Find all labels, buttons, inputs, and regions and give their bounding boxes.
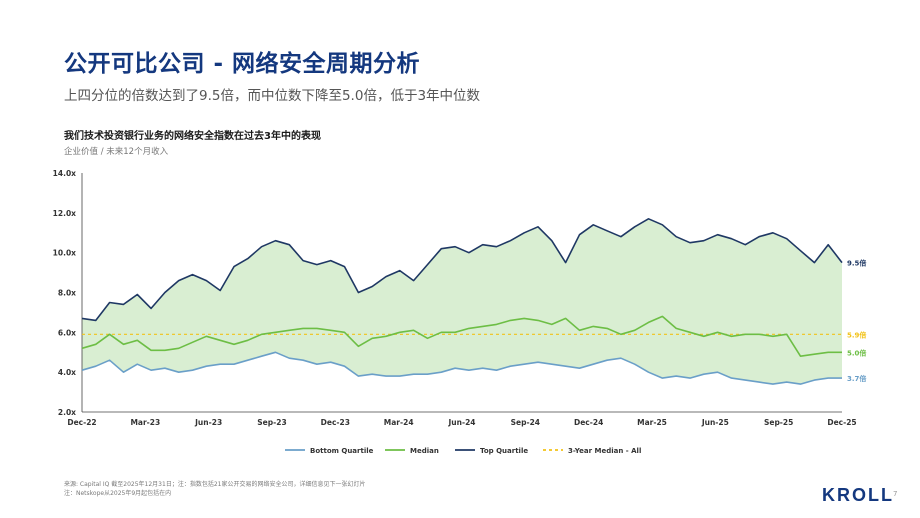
top-quartile-end-label: 9.5倍 xyxy=(847,259,866,268)
page-title: 公开可比公司 - 网络安全周期分析 xyxy=(64,51,421,77)
y-tick-label: 6.0x xyxy=(58,328,76,337)
y-tick-label: 14.0x xyxy=(53,169,77,178)
y-tick-label: 4.0x xyxy=(58,368,76,377)
footnote-source: 来源: Capital IQ 截至2025年12月31日；注：指数包括21家公开… xyxy=(64,481,366,488)
x-tick-label: Sep-23 xyxy=(257,418,286,427)
chart-title: 我们技术投资银行业务的网络安全指数在过去3年中的表现 xyxy=(64,131,321,142)
kroll-logo: KROLL xyxy=(822,485,894,505)
page-subtitle: 上四分位的倍数达到了9.5倍，而中位数下降至5.0倍，低于3年中位数 xyxy=(64,88,481,104)
x-tick-label: Sep-25 xyxy=(764,418,793,427)
legend-bottom-quartile-label: Bottom Quartile xyxy=(310,447,374,455)
x-tick-label: Jun-23 xyxy=(194,418,222,427)
y-tick-label: 10.0x xyxy=(53,249,77,258)
legend-top-quartile-label: Top Quartile xyxy=(480,447,528,455)
footnote-netskope: 注：Netskope从2025年9月起包括在内 xyxy=(64,490,172,497)
page-number: 7 xyxy=(893,490,898,498)
median-end-label: 5.0倍 xyxy=(847,348,866,357)
x-tick-label: Dec-23 xyxy=(321,418,350,427)
legend-median-label: Median xyxy=(410,447,439,455)
x-tick-label: Dec-24 xyxy=(574,418,603,427)
x-tick-label: Dec-25 xyxy=(827,418,856,427)
x-tick-label: Mar-24 xyxy=(384,418,414,427)
x-tick-label: Mar-25 xyxy=(637,418,667,427)
top-quartile-line xyxy=(81,218,843,322)
median-line xyxy=(81,315,842,358)
x-tick-label: Mar-23 xyxy=(130,418,160,427)
x-tick-label: Sep-24 xyxy=(511,418,540,427)
x-tick-label: Dec-22 xyxy=(67,418,96,427)
x-tick-label: Jun-24 xyxy=(447,418,475,427)
quartile-band xyxy=(82,218,842,385)
y-tick-label: 12.0x xyxy=(53,209,77,218)
x-tick-label: Jun-25 xyxy=(701,418,729,427)
bottom-quartile-end-label: 3.7倍 xyxy=(847,374,866,383)
chart-subtitle: 企业价值 / 未来12个月收入 xyxy=(64,147,169,157)
y-tick-label: 8.0x xyxy=(58,289,76,298)
y-tick-label: 2.0x xyxy=(58,408,76,417)
three-year-median-end-label: 5.9倍 xyxy=(847,330,866,339)
legend-three-year-median-label: 3-Year Median - All xyxy=(568,447,641,455)
bottom-quartile-line xyxy=(81,351,842,385)
